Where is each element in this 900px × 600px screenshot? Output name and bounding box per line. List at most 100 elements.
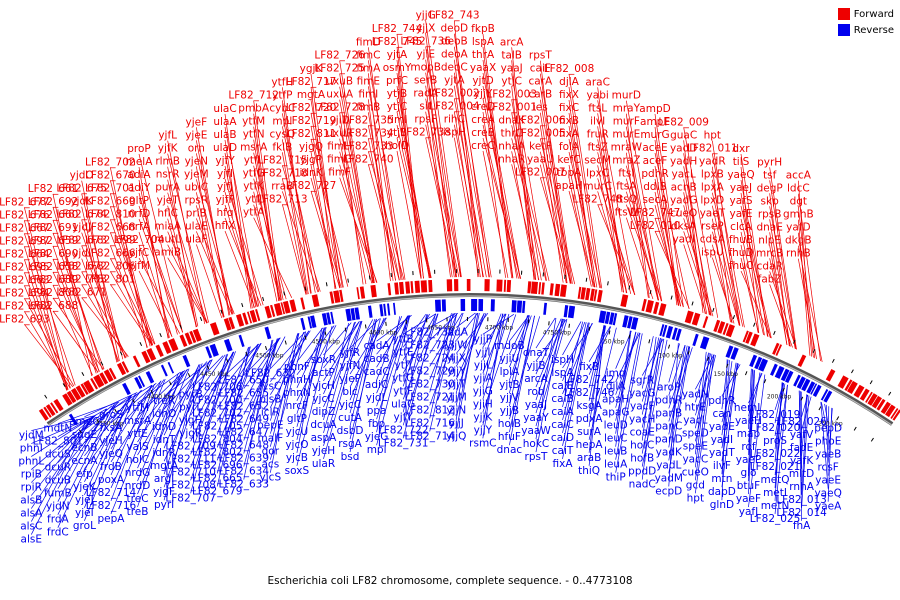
forward-gene-label: ytfP <box>272 89 292 101</box>
inner-tick-mark <box>169 381 172 386</box>
forward-gene-label: LF82_717 <box>286 76 337 88</box>
forward-gene-block <box>559 284 567 298</box>
forward-leader-line <box>482 46 513 279</box>
reverse-gene-label: ulaG <box>391 398 415 410</box>
forward-gene-label: LF82_660 <box>28 209 79 221</box>
reverse-leader-line <box>31 415 95 496</box>
forward-gene-label: ulaA <box>213 116 237 128</box>
reverse-leader-line <box>827 406 830 450</box>
forward-gene-label: degP <box>757 182 783 194</box>
reverse-gene-label: can <box>712 408 731 420</box>
reverse-gene-label: holB <box>498 418 521 430</box>
reverse-gene-label: ppdD <box>628 466 656 478</box>
reverse-leader-line <box>323 322 350 421</box>
reverse-gene-label: sugE <box>72 429 97 441</box>
reverse-leader-line <box>137 368 189 430</box>
reverse-leader-line <box>774 382 783 501</box>
reverse-gene-block <box>434 299 442 312</box>
outer-tick-mark <box>585 277 588 282</box>
forward-gene-label: yaaJ <box>501 62 523 74</box>
reverse-leader-line <box>137 372 181 404</box>
reverse-gene-block <box>330 311 335 324</box>
forward-gene-label: yjdI <box>72 248 91 260</box>
forward-gene-label: yjdK <box>70 196 94 208</box>
forward-gene-label: ftsL <box>588 102 607 114</box>
reverse-gene-label: yjjB <box>500 405 519 417</box>
reverse-leader-line <box>137 371 182 508</box>
reverse-gene-label: pyrB <box>178 388 202 400</box>
kbp-tick-label: 200 kbp <box>767 394 792 401</box>
outer-tick-mark <box>773 330 776 335</box>
kbp-tick-label: 150 kbp <box>713 371 738 378</box>
reverse-leader-line <box>163 364 200 436</box>
forward-gene-label: ubiC <box>185 181 209 193</box>
forward-leader-line <box>339 151 377 283</box>
forward-leader-line <box>24 285 68 391</box>
forward-gene-label: LF82_747 <box>630 207 681 219</box>
forward-leader-line <box>281 178 307 295</box>
forward-gene-label: talB <box>501 49 522 61</box>
outer-tick-mark <box>869 380 873 385</box>
reverse-gene-block <box>630 317 639 330</box>
legend-forward: Forward <box>837 6 894 22</box>
forward-leader-line <box>597 204 636 295</box>
reverse-leader-line <box>190 351 235 429</box>
reverse-gene-label: lysC <box>259 381 281 393</box>
reverse-gene-block <box>730 347 739 360</box>
forward-gene-block <box>717 321 726 334</box>
forward-leader-line <box>310 73 341 289</box>
reverse-leader-line <box>243 338 279 467</box>
reverse-leader-line <box>668 347 693 422</box>
forward-leader-line <box>482 150 509 278</box>
forward-gene-label: LF82_704 <box>114 234 165 246</box>
reverse-gene-block <box>608 312 615 325</box>
reverse-gene-label: LF82_714 <box>86 487 137 499</box>
forward-leader-line <box>339 99 373 284</box>
forward-gene-label: deoB <box>441 36 468 48</box>
forward-gene-label: gltP <box>129 195 149 207</box>
outer-tick-mark <box>691 301 694 306</box>
forward-gene-label: LF82_726 <box>314 50 365 62</box>
forward-gene-label: LF82_720 <box>286 102 337 114</box>
forward-gene-block <box>453 279 459 292</box>
forward-gene-label: LF82_667 <box>0 222 50 234</box>
forward-gene-block <box>837 375 849 389</box>
reverse-gene-label: yadM <box>655 472 683 484</box>
reverse-leader-line <box>482 313 503 439</box>
forward-leader-line <box>81 284 127 358</box>
forward-leader-line <box>625 139 659 301</box>
reverse-gene-label: caiD <box>551 432 574 444</box>
forward-leader-line <box>625 165 662 302</box>
forward-leader-line <box>425 137 457 278</box>
forward-leader-line <box>310 125 341 289</box>
forward-leader-line <box>740 166 760 334</box>
forward-gene-block <box>83 380 95 394</box>
forward-leader-lines <box>23 20 823 391</box>
reverse-gene-label: htrE <box>684 401 706 413</box>
reverse-leader-line <box>455 312 477 406</box>
forward-gene-label: ies <box>533 102 548 114</box>
reverse-leader-line <box>163 359 213 397</box>
reverse-gene-block <box>675 328 682 341</box>
kbp-tick-label: 4350 kbp <box>95 421 123 428</box>
forward-gene-label: LF82_002 <box>429 88 480 100</box>
forward-gene-label: ispU <box>701 247 724 259</box>
inner-tick-mark <box>726 363 729 368</box>
reverse-gene-block <box>441 299 447 312</box>
forward-leader-line <box>138 218 184 333</box>
forward-leader-line <box>568 190 595 288</box>
forward-gene-label: creD <box>471 101 495 113</box>
kbp-tick-label: 4400 kbp <box>147 394 175 401</box>
reverse-leader-line <box>57 408 107 502</box>
forward-gene-label: priB <box>186 207 207 219</box>
reverse-gene-label: fbp <box>368 418 385 430</box>
forward-gene-label: yjtA <box>444 75 465 87</box>
inner-tick-mark <box>150 389 154 394</box>
forward-leader-line <box>482 137 522 279</box>
reverse-gene-label: rpiR <box>21 482 42 494</box>
reverse-gene-label: caiA <box>551 406 574 418</box>
forward-gene-label: mgtA <box>297 89 326 101</box>
reverse-gene-label: rcsF <box>817 462 838 474</box>
reverse-gene-label: yacL <box>683 414 707 426</box>
forward-gene-block <box>892 409 900 421</box>
